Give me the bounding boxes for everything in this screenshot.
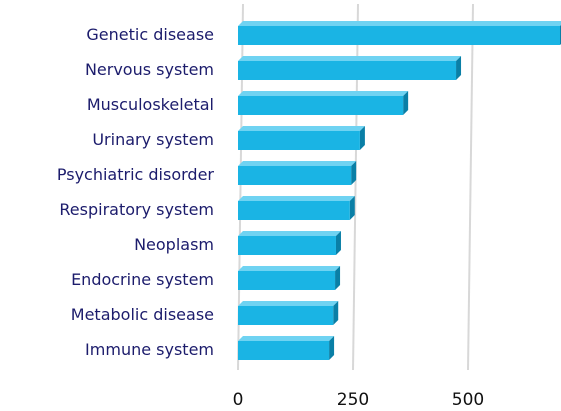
bar-face <box>238 96 404 115</box>
x-tick-label: 250 <box>337 390 369 410</box>
bar-face <box>456 56 462 80</box>
bar-face <box>238 301 339 306</box>
bar <box>238 21 561 45</box>
y-tick-label: Psychiatric disorder <box>57 165 215 184</box>
bar-face <box>238 91 409 96</box>
bar <box>238 126 365 150</box>
bar-face <box>238 61 457 80</box>
bar-face <box>238 166 352 185</box>
bar <box>238 196 355 220</box>
bar-face <box>238 341 330 360</box>
bar-face <box>238 196 355 201</box>
bar <box>238 56 462 80</box>
bar-face <box>329 336 335 360</box>
bar-face <box>238 306 334 325</box>
bar-face <box>238 126 365 131</box>
y-tick-label: Urinary system <box>92 130 214 149</box>
x-tick-label: 0 <box>233 390 244 410</box>
x-tick-label: 500 <box>452 390 484 410</box>
bar-face <box>238 21 561 26</box>
y-tick-label: Genetic disease <box>86 25 214 44</box>
bar-face <box>238 231 341 236</box>
bar-face <box>238 161 357 166</box>
y-tick-label: Endocrine system <box>71 270 214 289</box>
bar-face <box>238 271 336 290</box>
bar <box>238 91 409 115</box>
bar-face <box>238 26 560 45</box>
bar <box>238 161 357 185</box>
bar-face <box>238 131 360 150</box>
y-tick-label: Metabolic disease <box>71 305 214 324</box>
grid-line <box>467 3 474 371</box>
bar-face <box>238 236 336 255</box>
bar-face <box>238 336 335 341</box>
bar-face <box>238 266 341 271</box>
bar-face <box>238 201 350 220</box>
y-tick-label: Musculoskeletal <box>87 95 214 114</box>
bar-face <box>333 301 339 325</box>
bar <box>238 301 339 325</box>
bar <box>238 266 341 290</box>
bar-face <box>335 266 341 290</box>
bar-face <box>335 231 341 255</box>
bar-face <box>403 91 409 115</box>
bar-face <box>359 126 365 150</box>
bar <box>238 231 341 255</box>
bar-face <box>238 56 462 61</box>
y-tick-label: Respiratory system <box>59 200 214 219</box>
y-tick-label: Nervous system <box>85 60 214 79</box>
y-tick-label: Neoplasm <box>134 235 214 254</box>
bar-face <box>349 196 355 220</box>
y-tick-label: Immune system <box>85 340 214 359</box>
bar-face <box>351 161 357 185</box>
bar <box>238 336 335 360</box>
